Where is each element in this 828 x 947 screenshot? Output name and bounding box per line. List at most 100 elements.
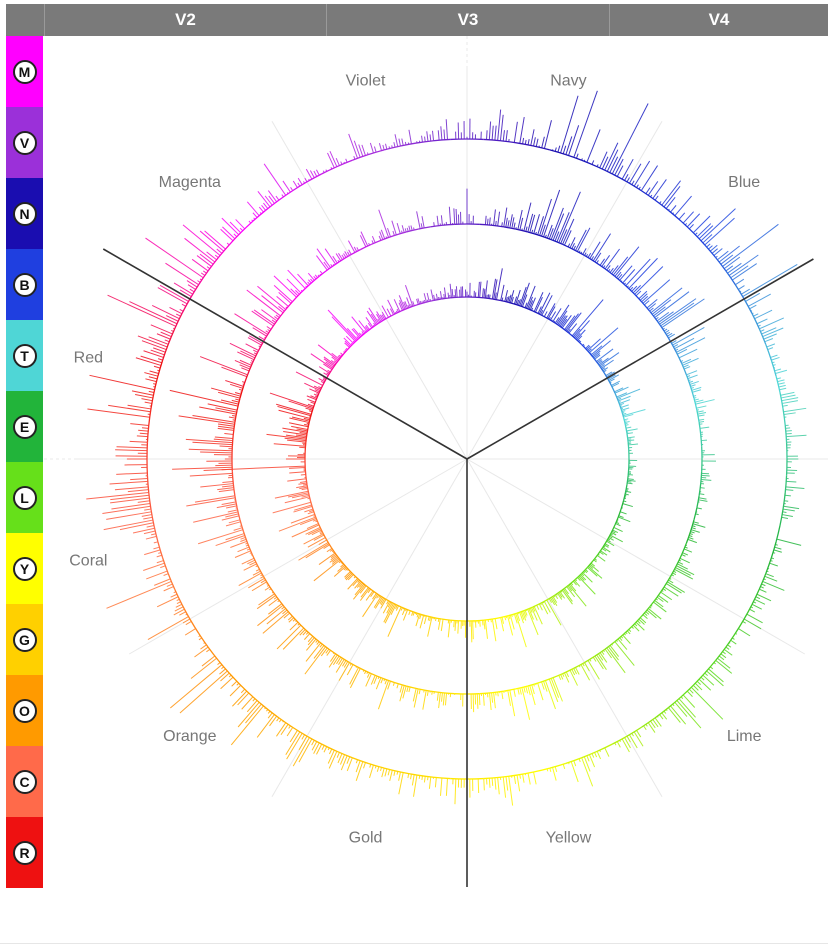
sector-divider (466, 258, 814, 460)
histogram-bar (448, 206, 452, 225)
histogram-bar (336, 752, 340, 758)
histogram-bar (395, 605, 398, 610)
ring-arc (654, 707, 669, 719)
histogram-bar (718, 655, 725, 661)
ring-arc (418, 688, 431, 692)
ring-arc (596, 743, 613, 752)
histogram-bar (507, 220, 510, 228)
category-label: Gold (349, 830, 383, 847)
ring-arc (782, 492, 786, 510)
histogram-bar (200, 272, 206, 276)
ring-arc (242, 374, 249, 387)
histogram-bar (632, 624, 640, 632)
category-label: Red (74, 350, 103, 367)
histogram-bar (541, 295, 553, 316)
ring-arc (611, 173, 628, 183)
histogram-bar (697, 410, 704, 413)
ring-arc (430, 224, 443, 228)
histogram-bar (240, 538, 247, 542)
histogram-bar (470, 620, 473, 643)
histogram-bar (576, 227, 591, 252)
histogram-bar (519, 774, 521, 779)
histogram-bar (429, 616, 432, 622)
histogram-bar (393, 770, 396, 776)
ring-arc (358, 578, 366, 586)
histogram-bar (541, 681, 545, 690)
histogram-bar (635, 290, 642, 297)
histogram-bar (700, 676, 705, 681)
histogram-bar (143, 530, 156, 535)
histogram-bar (222, 485, 234, 488)
ring-arc (328, 648, 340, 657)
ring-arc (433, 776, 451, 780)
histogram-bar (567, 328, 571, 333)
histogram-bar (406, 297, 411, 308)
histogram-bar (286, 278, 302, 294)
histogram-bar (332, 655, 340, 666)
histogram-bar (698, 497, 707, 500)
histogram-bar (674, 568, 694, 580)
histogram-bar (311, 739, 315, 746)
histogram-bar (313, 534, 325, 541)
histogram-bar (625, 490, 632, 493)
histogram-bar (182, 618, 191, 624)
histogram-bar (575, 153, 579, 159)
histogram-bar (632, 284, 642, 294)
histogram-bar (389, 770, 393, 782)
histogram-bar (491, 125, 494, 141)
ring-arc (318, 385, 324, 394)
histogram-bar (660, 591, 673, 601)
histogram-bar (274, 316, 279, 320)
histogram-bar (479, 281, 482, 298)
histogram-bar (197, 529, 244, 545)
histogram-bar (253, 349, 258, 353)
ring-arc (269, 586, 278, 598)
histogram-bar (297, 177, 303, 185)
histogram-bar (360, 587, 369, 598)
histogram-bar (344, 571, 351, 578)
histogram-bar (612, 256, 629, 276)
histogram-bar (298, 738, 313, 763)
histogram-bar (782, 400, 798, 404)
histogram-bar (443, 293, 445, 299)
histogram-bar (587, 348, 592, 353)
histogram-bar (640, 165, 658, 191)
histogram-bar (626, 735, 631, 743)
histogram-bar (561, 589, 573, 605)
swatch-violet: V (6, 107, 43, 178)
histogram-bar (380, 599, 387, 609)
histogram-bar (215, 407, 237, 413)
ring-arc (574, 338, 583, 345)
histogram-bar (341, 254, 345, 259)
histogram-bar (624, 737, 631, 749)
histogram-bar (584, 662, 590, 672)
histogram-bar (411, 774, 415, 786)
histogram-bar (408, 129, 412, 144)
histogram-bar (717, 657, 731, 669)
histogram-bar (501, 222, 503, 227)
histogram-bar (594, 252, 602, 263)
ring-arc (614, 633, 625, 643)
ring-arc (561, 327, 570, 334)
histogram-bar (601, 156, 609, 170)
swatch-yellow: Y (6, 533, 43, 604)
histogram-bar (247, 337, 262, 346)
histogram-bar (143, 562, 165, 571)
histogram-bar (494, 292, 497, 300)
histogram-bar (381, 314, 386, 320)
histogram-bar (683, 364, 689, 368)
histogram-bar (563, 230, 572, 246)
histogram-bar (103, 519, 153, 531)
histogram-bar (535, 296, 543, 313)
histogram-bar (365, 324, 370, 330)
histogram-bar (408, 225, 411, 232)
histogram-bar (135, 394, 153, 399)
histogram-bar (501, 691, 504, 700)
histogram-bar (484, 280, 488, 299)
histogram-bar (326, 547, 333, 553)
histogram-bar (552, 596, 558, 603)
histogram-bar (287, 439, 306, 443)
histogram-bar (560, 674, 564, 680)
histogram-bar (108, 404, 151, 413)
histogram-bar (335, 253, 342, 262)
